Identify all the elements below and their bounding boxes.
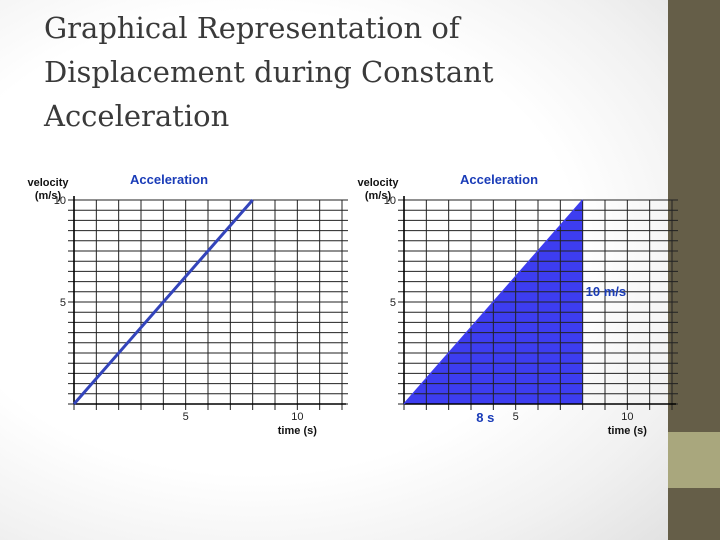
chart-title: Acceleration — [460, 172, 538, 187]
x-tick-label: 10 — [291, 411, 303, 423]
x-tick-label: 10 — [621, 411, 633, 423]
series-line-0 — [403, 199, 584, 405]
y-axis-label-line-2: (m/s) — [365, 190, 392, 202]
annotation-label: 10 m/s — [586, 284, 626, 299]
slide-title: Graphical Representation of Displacement… — [44, 6, 604, 138]
slide-title-line-1: Graphical Representation of — [44, 11, 460, 45]
y-tick-label: 10 — [384, 195, 396, 207]
x-tick-label: 5 — [513, 411, 519, 423]
y-axis-label-line-1: velocity — [28, 177, 70, 189]
x-axis-label: time (s) — [608, 425, 647, 437]
slide-title-line-3: Acceleration — [44, 99, 230, 133]
decorative-side-band — [668, 0, 720, 540]
slide-title-line-2: Displacement during Constant — [44, 55, 494, 89]
y-tick-label: 5 — [390, 297, 396, 309]
y-axis-label-line-1: velocity — [358, 177, 400, 189]
velocity-time-chart-left: Acceleration velocity(m/s) 5 10 5 10 time (s) — [28, 172, 348, 437]
chart-title: Acceleration — [130, 172, 208, 187]
series-line-0 — [72, 199, 254, 405]
y-axis-label-line-2: (m/s) — [35, 190, 62, 202]
y-tick-label: 5 — [60, 297, 66, 309]
y-tick-label: 10 — [54, 195, 66, 207]
x-axis-label: time (s) — [278, 425, 317, 437]
annotation-label: 8 s — [476, 410, 494, 425]
x-tick-label: 5 — [183, 411, 189, 423]
decorative-band-accent — [668, 432, 720, 488]
velocity-time-chart-right: Acceleration velocity(m/s) 5 10 5 10 time (s) 8… — [358, 172, 678, 437]
